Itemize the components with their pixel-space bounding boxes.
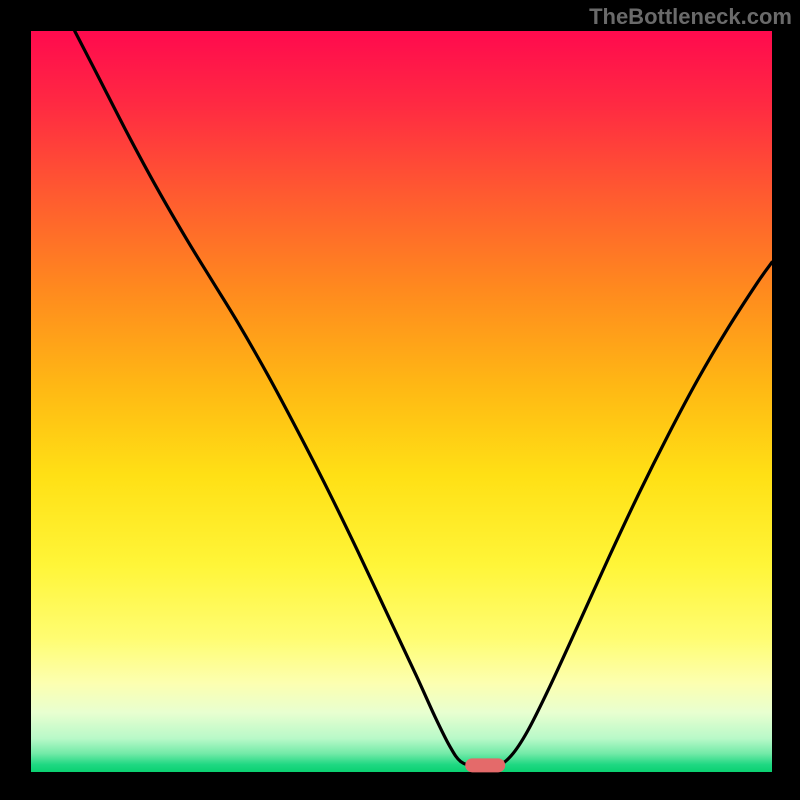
plot-area-rect bbox=[31, 31, 772, 772]
minimum-marker bbox=[465, 758, 505, 772]
plot-svg bbox=[0, 0, 800, 800]
watermark-text: TheBottleneck.com bbox=[589, 4, 792, 30]
chart-frame: TheBottleneck.com bbox=[0, 0, 800, 800]
